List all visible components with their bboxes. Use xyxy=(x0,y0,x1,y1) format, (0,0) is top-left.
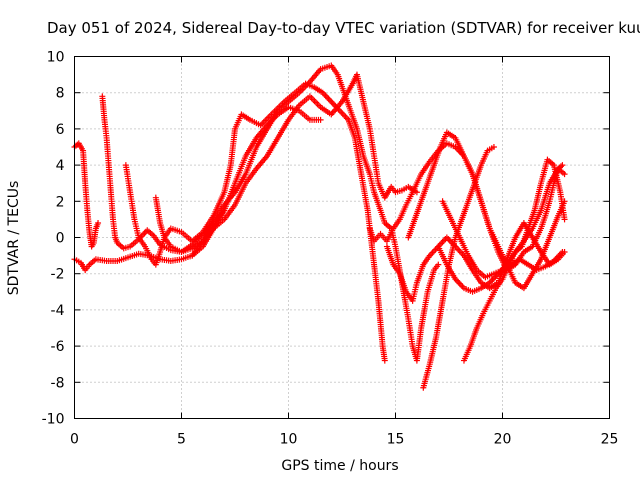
data-point xyxy=(435,261,442,268)
series-track-10 xyxy=(420,144,497,391)
x-tick-label: 0 xyxy=(70,432,79,448)
x-tick-label: 25 xyxy=(601,432,619,448)
data-point xyxy=(381,357,388,364)
y-tick-label: -2 xyxy=(51,267,65,283)
x-tick-label: 5 xyxy=(177,432,186,448)
y-tick-label: 8 xyxy=(56,86,65,102)
y-tick-label: 2 xyxy=(56,194,65,210)
data-marks xyxy=(71,62,568,391)
y-tick-label: 10 xyxy=(47,50,65,66)
y-tick-label: 6 xyxy=(56,122,65,138)
series-track-4 xyxy=(122,80,388,364)
y-tick-label: -8 xyxy=(51,375,65,391)
series-track-13 xyxy=(439,198,566,281)
y-tick-label: 4 xyxy=(56,158,65,174)
y-tick-label: 0 xyxy=(56,231,65,247)
data-point xyxy=(490,144,497,150)
x-tick-label: 15 xyxy=(387,432,405,448)
data-point xyxy=(95,220,102,227)
y-axis-label: SDTVAR / TECUs xyxy=(6,181,22,296)
data-point xyxy=(559,248,566,255)
y-tick-label: -6 xyxy=(51,339,65,355)
x-axis-label: GPS time / hours xyxy=(281,458,398,474)
x-tick-label: 20 xyxy=(494,432,512,448)
data-point xyxy=(561,171,568,178)
y-tick-label: -10 xyxy=(42,412,65,428)
data-point xyxy=(317,116,324,123)
x-tick-label: 10 xyxy=(280,432,298,448)
series-track-12 xyxy=(460,156,568,364)
data-point xyxy=(561,216,568,223)
series-track-1 xyxy=(71,140,102,250)
chart-title: Day 051 of 2024, Sidereal Day-to-day VTE… xyxy=(47,19,640,37)
y-tick-label: -4 xyxy=(51,303,65,319)
data-point xyxy=(559,162,566,169)
